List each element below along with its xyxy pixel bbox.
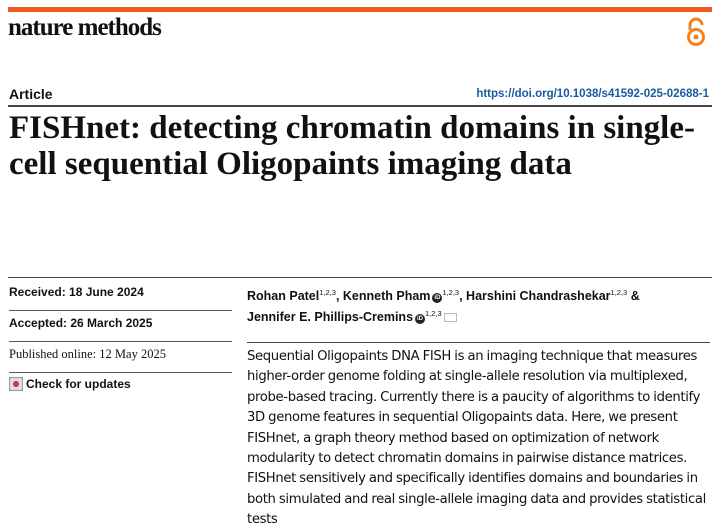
separator: ,	[459, 289, 467, 304]
author-name[interactable]: Rohan Patel	[247, 289, 320, 304]
author-affiliation: 1,2,3	[319, 288, 336, 297]
orcid-icon[interactable]: iD	[432, 293, 443, 304]
email-icon[interactable]	[443, 313, 457, 323]
check-for-updates-label: Check for updates	[26, 377, 131, 391]
divider	[8, 105, 712, 107]
journal-logo[interactable]: nature methods	[8, 14, 162, 41]
received-date: Received: 18 June 2024	[9, 284, 232, 311]
author-name[interactable]: Jennifer E. Phillips-Cremins	[247, 310, 414, 325]
author-name[interactable]: Kenneth Pham	[342, 289, 431, 304]
divider	[8, 277, 712, 278]
divider	[247, 342, 710, 343]
author-list: Rohan Patel1,2,3, Kenneth Pham iD1,2,3, H…	[247, 284, 707, 326]
journal-accent-bar	[8, 7, 712, 12]
article-title: FISHnet: detecting chromatin domains in …	[9, 110, 695, 182]
doi-link[interactable]: https://doi.org/10.1038/s41592-025-02688…	[476, 88, 709, 100]
separator: ,	[335, 289, 343, 304]
author-affiliation: 1,2,3	[425, 309, 442, 319]
check-for-updates-button[interactable]: Check for updates	[9, 377, 232, 391]
author-name[interactable]: Harshini Chandrashekar	[466, 289, 611, 304]
abstract: Sequential Oligopaints DNA FISH is an im…	[247, 349, 706, 528]
open-access-lock-icon	[687, 17, 705, 46]
separator: &	[627, 289, 640, 304]
accepted-date: Accepted: 26 March 2025	[9, 315, 232, 342]
author-affiliation: 1,2,3	[442, 288, 460, 297]
orcid-icon[interactable]: iD	[415, 314, 426, 325]
published-date: Published online: 12 May 2025	[9, 346, 232, 373]
dates-panel: Received: 18 June 2024 Accepted: 26 Marc…	[9, 284, 232, 391]
article-type: Article	[9, 86, 53, 102]
author-affiliation: 1,2,3	[610, 288, 628, 297]
crossmark-icon	[9, 377, 23, 391]
